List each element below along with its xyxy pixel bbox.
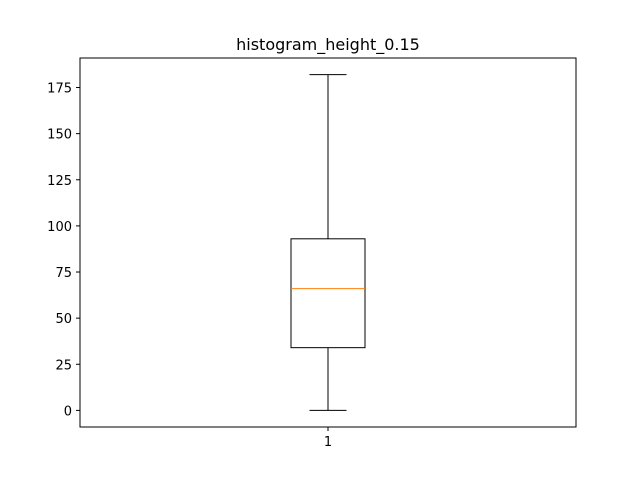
y-tick-label: 150 xyxy=(47,128,72,143)
box-iqr xyxy=(290,238,366,349)
y-tick-label: 0 xyxy=(64,404,72,419)
y-tick-label: 50 xyxy=(55,312,72,327)
plot-area: 0 25 50 75 100 125 150 175 1 xyxy=(47,57,577,450)
y-tick-label: 75 xyxy=(55,266,72,281)
chart-title: histogram_height_0.15 xyxy=(236,35,420,55)
x-tick-label: 1 xyxy=(324,435,332,450)
y-tick-label: 125 xyxy=(47,174,72,189)
y-tick-label: 100 xyxy=(47,220,72,235)
y-tick-label: 175 xyxy=(47,82,72,97)
y-tick-label: 25 xyxy=(55,358,72,373)
